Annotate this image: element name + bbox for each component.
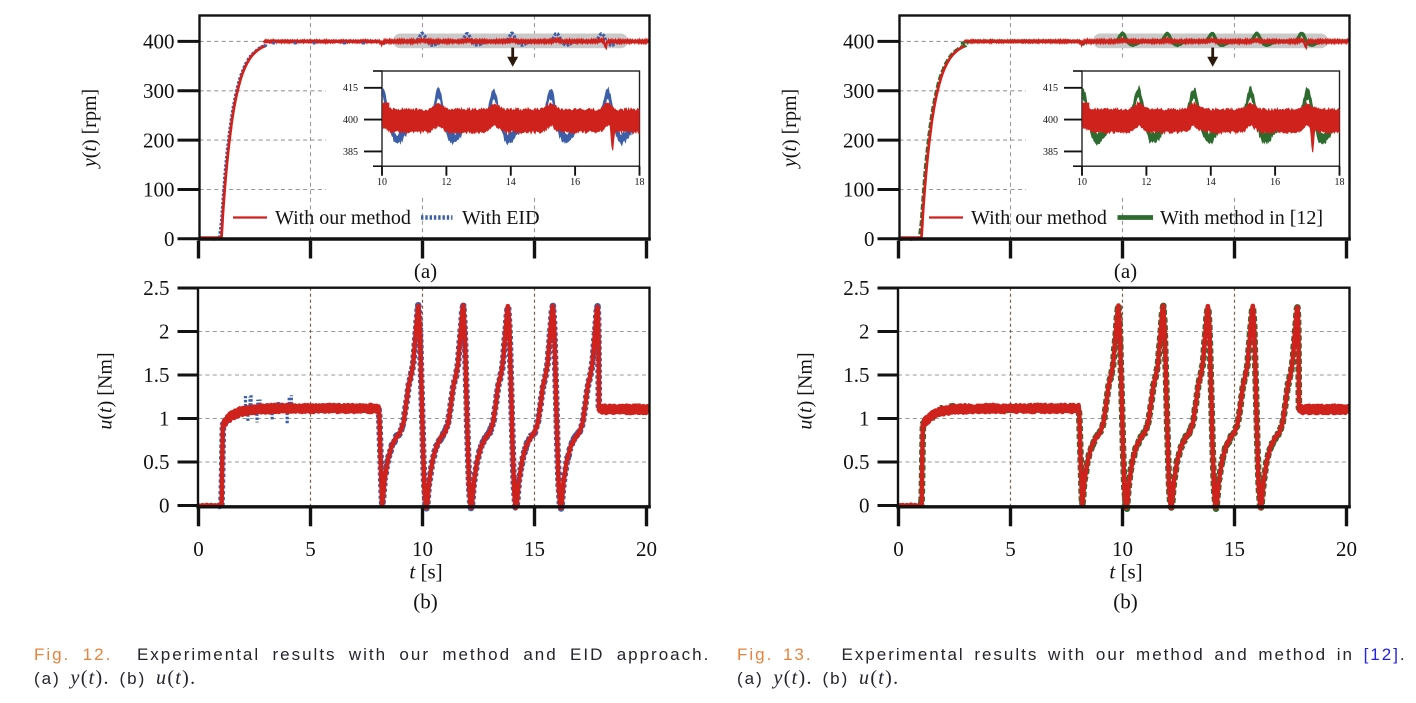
svg-text:400: 400 (1043, 115, 1058, 126)
svg-text:15: 15 (1224, 537, 1245, 561)
svg-text:415: 415 (1043, 83, 1058, 94)
svg-text:With our method: With our method (971, 207, 1107, 229)
svg-text:16: 16 (1270, 177, 1280, 188)
svg-text:1.5: 1.5 (143, 363, 169, 387)
svg-text:2.5: 2.5 (143, 276, 169, 300)
svg-text:t [s]: t [s] (1109, 560, 1142, 584)
svg-text:0: 0 (159, 494, 170, 518)
svg-text:y(t) [rpm]: y(t) [rpm] (779, 89, 801, 169)
svg-text:0: 0 (164, 227, 175, 251)
svg-text:385: 385 (1043, 147, 1058, 158)
svg-text:1: 1 (859, 407, 870, 431)
svg-text:(a): (a) (414, 259, 437, 283)
svg-text:10: 10 (1077, 177, 1087, 188)
svg-text:0: 0 (893, 537, 904, 561)
svg-text:16: 16 (570, 177, 580, 188)
svg-text:5: 5 (305, 537, 316, 561)
svg-text:0: 0 (859, 494, 870, 518)
svg-text:200: 200 (843, 128, 875, 152)
svg-text:0.5: 0.5 (843, 450, 869, 474)
svg-text:(b): (b) (1113, 590, 1138, 614)
svg-text:5: 5 (1005, 537, 1016, 561)
svg-text:1.5: 1.5 (843, 363, 869, 387)
svg-text:400: 400 (843, 30, 875, 54)
svg-text:With EID: With EID (462, 207, 540, 229)
svg-text:2: 2 (859, 320, 870, 344)
svg-text:(b): (b) (413, 590, 438, 614)
svg-text:15: 15 (524, 537, 545, 561)
svg-text:400: 400 (343, 115, 358, 126)
svg-text:t [s]: t [s] (409, 560, 442, 584)
svg-text:0: 0 (193, 537, 204, 561)
svg-text:10: 10 (377, 177, 387, 188)
svg-text:20: 20 (1336, 537, 1357, 561)
svg-text:100: 100 (843, 178, 875, 202)
svg-text:14: 14 (1206, 177, 1216, 188)
svg-text:2: 2 (159, 320, 170, 344)
svg-text:100: 100 (143, 178, 175, 202)
svg-text:10: 10 (1112, 537, 1133, 561)
svg-text:14: 14 (506, 177, 516, 188)
svg-text:385: 385 (343, 147, 358, 158)
svg-text:18: 18 (1335, 177, 1345, 188)
svg-text:y(t) [rpm]: y(t) [rpm] (79, 89, 101, 169)
svg-text:With our method: With our method (275, 207, 411, 229)
svg-text:12: 12 (441, 177, 451, 188)
svg-text:With method in [12]: With method in [12] (1160, 207, 1323, 229)
svg-text:400: 400 (143, 30, 175, 54)
svg-text:18: 18 (635, 177, 645, 188)
svg-text:0.5: 0.5 (143, 450, 169, 474)
svg-text:0: 0 (864, 227, 875, 251)
svg-text:20: 20 (636, 537, 657, 561)
svg-text:12: 12 (1141, 177, 1151, 188)
svg-text:300: 300 (843, 79, 875, 103)
svg-text:(a): (a) (1114, 259, 1137, 283)
svg-text:u(t) [Nm]: u(t) [Nm] (795, 352, 817, 429)
svg-text:u(t) [Nm]: u(t) [Nm] (95, 352, 117, 429)
svg-text:415: 415 (343, 83, 358, 94)
svg-text:2.5: 2.5 (843, 276, 869, 300)
svg-text:300: 300 (143, 79, 175, 103)
svg-text:1: 1 (159, 407, 170, 431)
svg-text:200: 200 (143, 128, 175, 152)
svg-text:10: 10 (412, 537, 433, 561)
